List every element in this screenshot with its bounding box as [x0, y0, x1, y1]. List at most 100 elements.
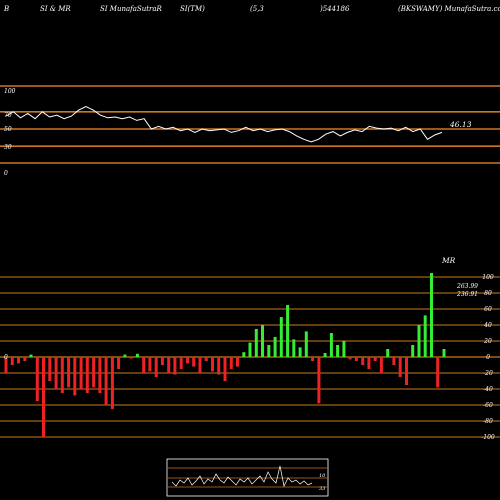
mrsi-tick-label: 40 — [483, 322, 492, 329]
mrsi-bar — [48, 357, 52, 381]
mrsi-bar — [242, 352, 246, 357]
mrsi-bar — [361, 357, 365, 365]
mrsi-bar — [67, 357, 71, 388]
chart-header: B SI & MR SI MunafaSutraR SI(TM) (5,3 )5… — [3, 5, 500, 13]
mrsi-tick-label: -60 — [483, 402, 493, 409]
mrsi-bar — [354, 357, 358, 361]
mrsi-bar — [98, 357, 102, 393]
mrsi-bar — [348, 357, 352, 360]
mrsi-bar — [42, 357, 45, 437]
mrsi-bar — [273, 337, 277, 357]
mrsi-bar — [92, 357, 96, 388]
mrsi-bar — [323, 353, 327, 357]
header-item: SI MunafaSutraR — [100, 5, 163, 13]
mrsi-bar — [436, 357, 440, 388]
mrsi-bar — [104, 357, 108, 405]
mrsi-bar — [154, 357, 158, 377]
mrsi-bar — [342, 341, 346, 357]
mrsi-bar — [417, 325, 421, 357]
mrsi-bar — [298, 347, 302, 357]
mrsi-bar — [23, 357, 27, 361]
mini-rsi-panel: 10 33 — [166, 458, 329, 497]
header-item: )544186 — [319, 5, 350, 13]
mrsi-tick-label: 80 — [484, 290, 492, 297]
mrsi-bar — [60, 357, 64, 393]
mrsi-bar — [236, 357, 239, 367]
mrsi-bar — [179, 357, 183, 369]
mrsi-bar — [79, 357, 83, 389]
mrsi-value-label: 236.91 — [456, 291, 478, 298]
mrsi-bar — [442, 349, 446, 357]
mrsi-bar — [10, 357, 14, 365]
mrsi-bar — [4, 357, 8, 373]
mrsi-bar — [198, 357, 202, 373]
rsi-tick-label: 100 — [4, 88, 16, 95]
header-item: (5,3 — [250, 5, 264, 13]
mrsi-title: MR — [441, 256, 456, 265]
mrsi-bar — [311, 357, 315, 361]
mrsi-bar — [317, 357, 321, 404]
mrsi-bar — [192, 357, 196, 367]
rsi-bottom-label: 0 — [4, 170, 8, 177]
mrsi-bar — [430, 273, 433, 357]
mrsi-bar — [204, 357, 208, 361]
mrsi-tick-label: -80 — [483, 418, 493, 425]
mrsi-bar — [304, 331, 308, 357]
mrsi-bar — [17, 357, 20, 364]
mrsi-tick-label: 0 — [486, 354, 490, 361]
mrsi-bar — [54, 357, 58, 389]
mini-label: 10 — [319, 473, 326, 479]
rsi-tick-label: 30 — [4, 144, 12, 151]
rsi-line — [5, 106, 443, 143]
header-item: (BKSWAMY) MunafaSutra.com — [398, 5, 500, 13]
mrsi-bar — [248, 342, 252, 357]
mrsi-value-label: 263.99 — [456, 283, 478, 290]
mrsi-bar — [117, 357, 121, 369]
mrsi-zero-label: 0 — [4, 354, 8, 361]
mrsi-bar — [129, 357, 133, 359]
mrsi-bar — [229, 357, 233, 369]
mrsi-tick-labels: 100 80 60 40 20 0 -20 -40 -60 -80 -100 — [481, 274, 495, 441]
mrsi-bar — [292, 339, 296, 357]
mrsi-bar — [329, 333, 333, 357]
mrsi-tick-label: -20 — [483, 370, 493, 377]
mrsi-bar — [336, 345, 340, 357]
mrsi-tick-label: -40 — [483, 386, 493, 393]
mrsi-bar — [261, 325, 264, 357]
mrsi-bar — [173, 357, 177, 375]
mrsi-bar — [423, 315, 427, 357]
mrsi-bar — [223, 357, 227, 381]
mrsi-bar — [386, 349, 390, 357]
mrsi-bar — [398, 357, 402, 377]
mrsi-bars — [4, 273, 446, 437]
mrsi-bar — [392, 357, 396, 365]
mrsi-bar — [29, 354, 33, 357]
mrsi-bar — [85, 357, 89, 393]
mrsi-bar — [73, 357, 77, 396]
mrsi-bar — [186, 357, 189, 364]
mrsi-bar — [405, 357, 408, 385]
mrsi-bar — [379, 357, 383, 373]
mini-label: 33 — [319, 486, 325, 492]
mrsi-bar — [411, 345, 415, 357]
mrsi-tick-label: -100 — [481, 434, 495, 441]
mrsi-bar — [211, 357, 214, 372]
header-item: SI & MR — [40, 5, 71, 13]
header-item: B — [3, 5, 9, 13]
mini-rsi-line — [171, 465, 313, 488]
mrsi-tick-label: 100 — [482, 274, 494, 281]
mini-panel-frame — [166, 458, 329, 497]
mrsi-bar — [135, 353, 139, 357]
mrsi-bar — [35, 357, 39, 401]
mrsi-bar — [367, 357, 371, 369]
rsi-tick-label: 50 — [4, 126, 12, 133]
mrsi-bar — [123, 354, 127, 357]
mrsi-bar — [167, 357, 171, 373]
mrsi-bar — [373, 357, 377, 361]
header-item: SI(TM) — [180, 5, 205, 13]
rsi-levels — [0, 85, 500, 164]
mrsi-bar — [148, 357, 152, 372]
mrsi-gridlines — [0, 276, 500, 438]
mrsi-bar — [142, 357, 146, 373]
